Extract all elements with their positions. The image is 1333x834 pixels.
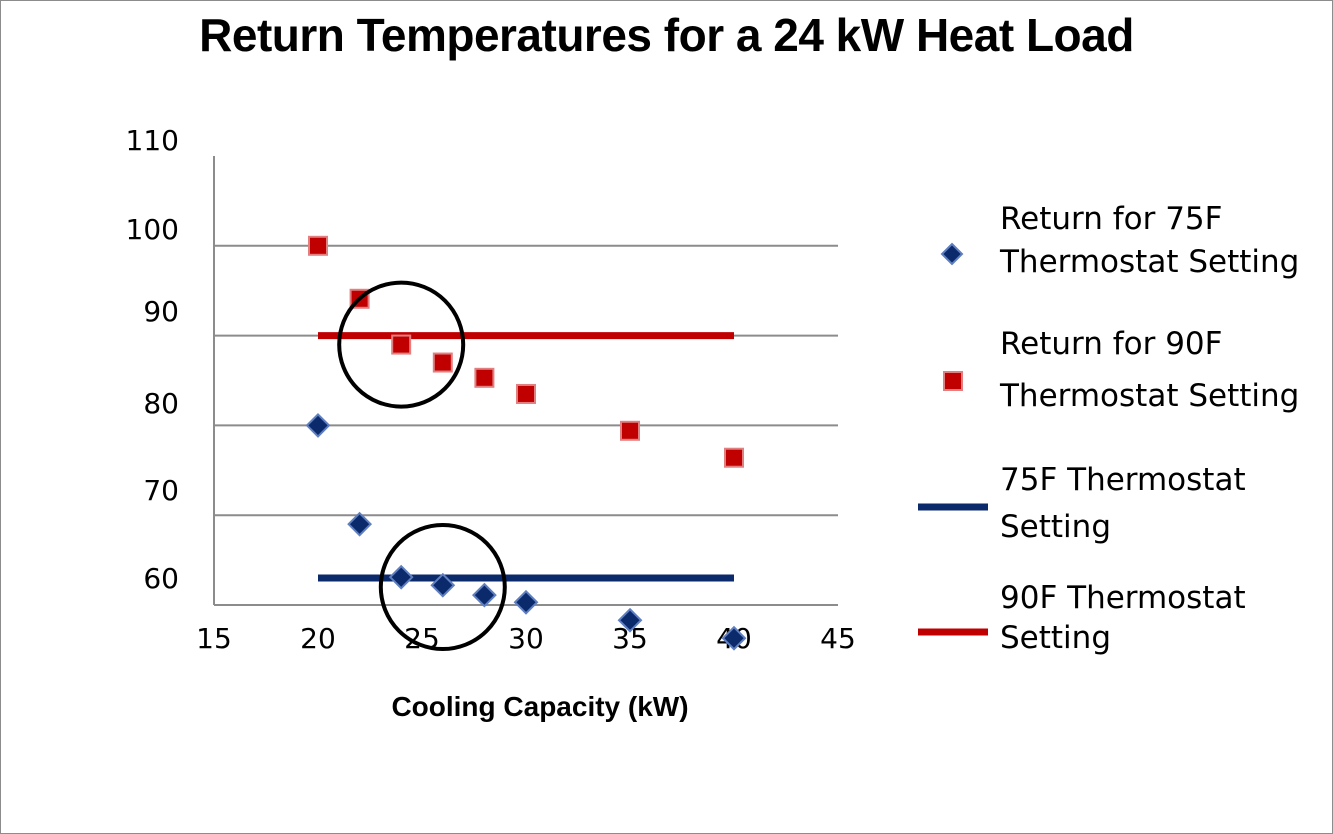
legend: Return for 75F Thermostat Setting Return f… <box>918 201 1299 656</box>
data-point-square <box>516 383 536 404</box>
x-tick-labels: 15202530354045 <box>196 622 856 655</box>
x-tick-label: 20 <box>300 622 336 655</box>
y-tick-label: 110 <box>126 124 179 157</box>
data-point-diamond <box>513 589 539 615</box>
data-point-diamond <box>721 625 747 651</box>
legend-label: Return for 90F Thermostat Setting <box>999 326 1299 414</box>
legend-square-marker <box>943 371 963 391</box>
y-tick-labels: 110 100 90 80 70 60 <box>126 124 179 595</box>
data-point-diamond <box>347 511 373 537</box>
annotation-circles <box>337 280 507 652</box>
data-point-square <box>474 367 495 388</box>
x-tick-label: 15 <box>196 622 232 655</box>
data-point-square <box>620 420 640 441</box>
annotation-circle <box>337 280 466 409</box>
data-point-diamond <box>617 607 643 633</box>
annotation-circle <box>378 523 507 652</box>
y-tick-label: 70 <box>143 474 179 507</box>
chart-title: Return Temperatures for a 24 kW Heat Loa… <box>199 9 1134 61</box>
data-point-diamond <box>305 412 331 438</box>
legend-label: Return for 75F Thermostat Setting <box>999 201 1299 280</box>
data-point-diamond <box>430 572 456 598</box>
axes <box>213 156 838 606</box>
data-point-square <box>308 235 328 256</box>
y-tick-label: 60 <box>143 562 179 595</box>
legend-diamond-marker <box>940 242 964 266</box>
data-point-diamond <box>471 582 497 608</box>
data-point-square <box>391 334 412 355</box>
y-tick-label: 100 <box>126 213 179 246</box>
data-point-square <box>724 447 744 468</box>
x-tick-label: 45 <box>820 622 856 655</box>
threshold-lines <box>318 332 734 582</box>
legend-label: 75F Thermostat Setting <box>1000 462 1246 545</box>
y-tick-label: 80 <box>143 387 179 420</box>
x-axis-title: Cooling Capacity (kW) <box>391 691 688 722</box>
x-tick-label: 30 <box>508 622 544 655</box>
data-point-square <box>432 352 453 373</box>
data-point-diamond <box>388 564 414 590</box>
legend-label: 90F Thermostat Setting <box>1000 580 1246 656</box>
data-points <box>305 235 747 651</box>
y-tick-label: 90 <box>143 295 179 328</box>
